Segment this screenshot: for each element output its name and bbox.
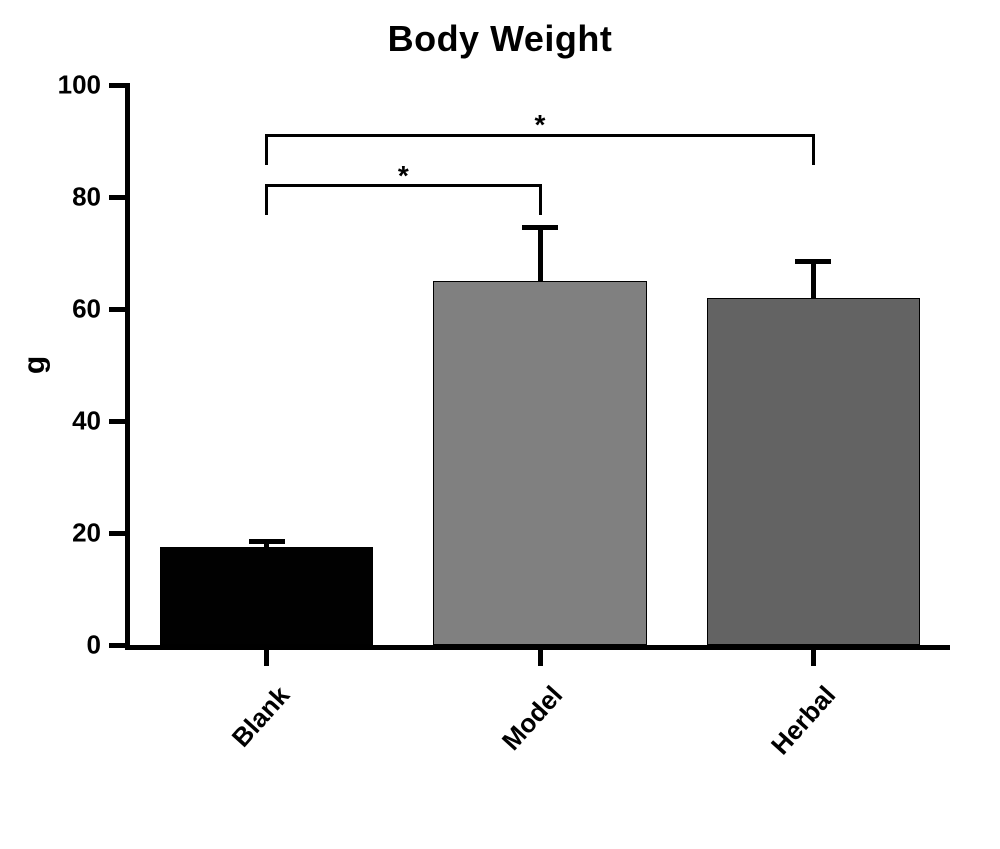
significance-bracket-drop xyxy=(265,184,268,215)
significance-star: * xyxy=(398,162,409,190)
x-tick xyxy=(538,650,543,666)
error-bar-cap xyxy=(522,225,558,230)
x-tick xyxy=(264,650,269,666)
significance-star: * xyxy=(535,112,546,140)
y-tick-label: 100 xyxy=(31,70,101,101)
y-tick xyxy=(109,643,125,648)
y-tick xyxy=(109,419,125,424)
y-tick-label: 80 xyxy=(31,182,101,213)
y-tick xyxy=(109,307,125,312)
plot-area: 020406080100BlankModelHerbal** xyxy=(130,85,950,645)
x-category-label: Herbal xyxy=(685,680,842,849)
error-bar-stem xyxy=(811,261,816,297)
x-category-label: Model xyxy=(412,680,569,849)
significance-bracket-drop xyxy=(539,184,542,215)
y-tick-label: 60 xyxy=(31,294,101,325)
y-tick-label: 0 xyxy=(31,630,101,661)
y-tick xyxy=(109,531,125,536)
error-bar-cap xyxy=(795,259,831,264)
y-tick-label: 40 xyxy=(31,406,101,437)
y-axis-label: g xyxy=(18,356,52,374)
bar xyxy=(433,281,646,645)
error-bar-stem xyxy=(538,228,543,281)
y-tick xyxy=(109,83,125,88)
significance-bracket-drop xyxy=(265,134,268,165)
y-axis-line xyxy=(125,83,130,648)
error-bar-cap xyxy=(249,539,285,544)
bar xyxy=(707,298,920,645)
x-tick xyxy=(811,650,816,666)
bar xyxy=(160,547,373,645)
y-tick xyxy=(109,195,125,200)
body-weight-chart: Body Weight g 020406080100BlankModelHerb… xyxy=(0,0,1000,828)
chart-title: Body Weight xyxy=(0,18,1000,60)
y-tick-label: 20 xyxy=(31,518,101,549)
significance-bracket-drop xyxy=(812,134,815,165)
x-category-label: Blank xyxy=(139,680,296,849)
